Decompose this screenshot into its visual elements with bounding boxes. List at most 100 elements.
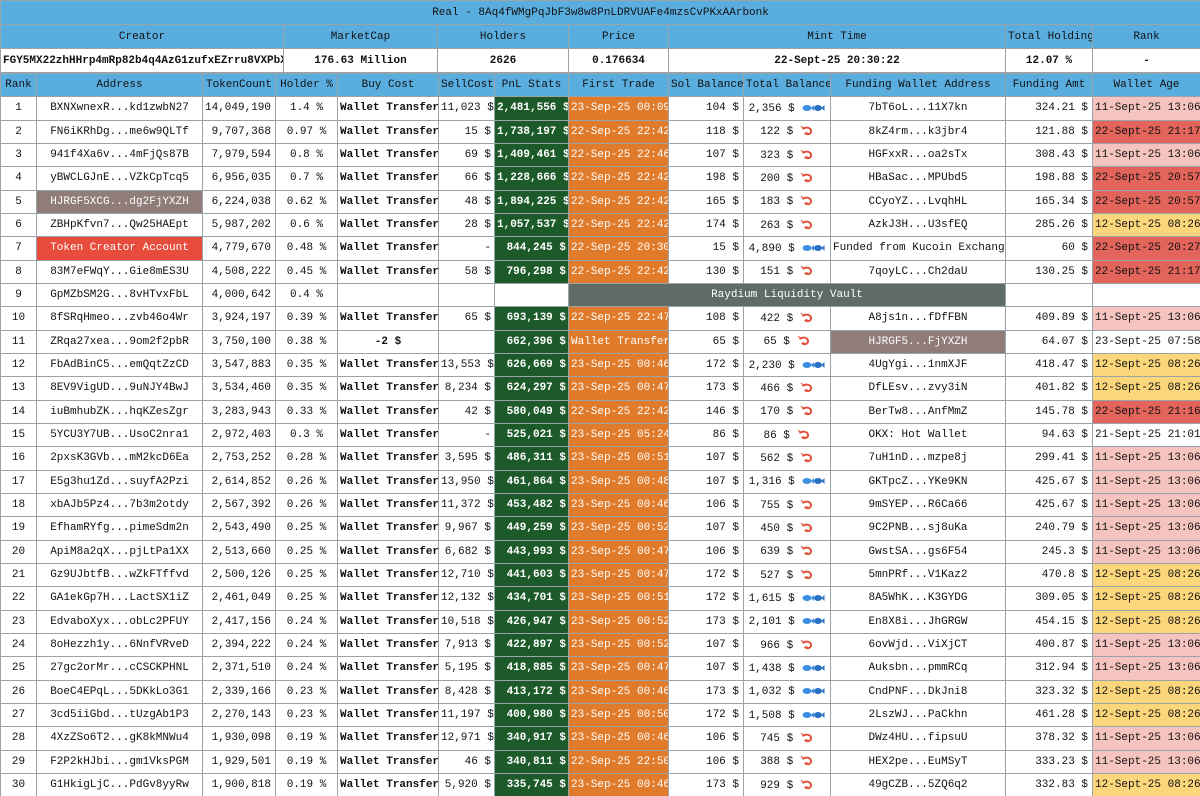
cell-text: 3,595 $ [444,452,491,465]
cell: 4,000,642 [202,282,276,308]
cell-text: 22-Sept-25 21:16 [1095,405,1200,418]
cell: 263 $ [743,212,831,238]
cell-text: 172 $ [705,592,739,605]
column-header: Holder % [275,72,338,98]
cell-text: 23-Sep-25 00:46 [571,779,669,791]
cell: 5,987,202 [202,212,276,238]
cell: 118 $ [668,119,744,144]
cell-text: Wallet Transfer [340,475,439,488]
cell-text: 15 $ [712,242,739,255]
cell-text: 285.26 $ [1035,219,1088,232]
cell: HJRGF5XCG...dg2FjYXZH [36,189,203,214]
cell-text: 422 $ [760,312,794,325]
cell-text: 527 $ [760,569,794,582]
cell-text: 13,553 $ [441,359,494,372]
cell: 8kZ4rm...k3jbr4 [830,119,1006,144]
cell-text: 0.19 % [286,779,327,791]
cell-text: 966 $ [760,639,794,652]
shrimp-icon [793,265,814,278]
cell-text: 3,924,197 [211,312,271,325]
summary-value: 12.07 % [1005,48,1093,73]
cell: 5,920 $ [438,772,495,796]
cell-text: 0.19 % [286,732,327,745]
cell-text: 83M7eFWqY...Gie8mES3U [50,265,189,278]
holder-row: 9 GpMZbSM2G...8vHTvxFbL 4,000,642 0.4 % Rayd… [0,282,1200,308]
cell-text: 1,508 $ [748,709,795,722]
cell-text: 0.39 % [286,312,327,325]
cell: 23-Sep-25 00:09 [568,96,669,121]
cell: Wallet Transfer [337,142,439,168]
cell: 23-Sep-25 00:51 [568,446,669,471]
cell: 639 $ [743,539,831,564]
cell: 23-Sep-25 00:46 [568,679,669,704]
cell: 1,409,461 $ [494,142,569,168]
cell: xbAJb5Pz4...7b3m2otdy [36,492,203,518]
holder-row: 24 8oHezzh1y...6NnfVRveD 2,394,222 0.24 % Wa… [0,632,1200,658]
holder-row: 21 Gz9UJbtfB...wZkFTffvd 2,500,126 0.25 % Wa… [0,562,1200,588]
cell: 22-Sep-25 22:42 [568,189,669,214]
cell-text: 12-Sept-25 08:26 [1095,592,1200,605]
cell: 0.97 % [275,119,338,144]
cell: 0.26 % [275,492,338,518]
cell-text: 11-Sept-25 13:06 [1095,475,1200,488]
cell: 844,245 $ [494,236,569,261]
cell: 425.67 $ [1005,469,1093,494]
cell-text: 1,929,501 [211,755,271,768]
cell-text: 7bT6oL...11X7kn [868,102,968,115]
cell-text: 22-Sept-25 20:57 [1095,195,1200,208]
cell-text: 11,372 $ [441,499,494,512]
cell-text: 562 $ [760,452,794,465]
cell: 12-Sept-25 08:26 [1092,609,1200,634]
holder-row: 22 GA1ekGp7H...LactSX1iZ 2,461,049 0.25 % Wa… [0,586,1200,611]
cell-text: Wallet Transfer [340,429,439,442]
cell-text: A8js1n...fDfFBN [868,312,968,325]
cell-text: 12-Sept-25 08:26 [1095,779,1200,791]
cell: 2,371,510 [202,656,276,681]
cell-text: 5 [15,195,22,208]
cell-text: 11-Sept-25 13:06 [1095,149,1200,162]
cell: 422 $ [743,306,831,331]
cell-text: 422,897 $ [506,639,566,652]
cell-text: 7 [15,242,22,255]
cell-text: 146 $ [705,405,739,418]
cell-text: 639 $ [760,546,794,559]
cell: 0.33 % [275,399,338,424]
cell-text: 122 $ [760,126,794,139]
cell: 0.62 % [275,189,338,214]
cell: 323 $ [743,142,831,168]
cell-text: 11-Sept-25 13:06 [1095,662,1200,675]
cell-text: 23-Sep-25 00:52 [571,639,669,652]
cell: 693,139 $ [494,306,569,331]
cell: GwstSA...gs6F54 [830,539,1006,564]
cell-text: 0.4 % [289,289,323,302]
cell-text: 312.94 $ [1035,662,1088,675]
cell-text: 107 $ [705,475,739,488]
cell: 2,543,490 [202,516,276,541]
cell: 198.88 $ [1005,166,1093,191]
cell-text: 0.8 % [289,149,323,162]
cell: 8EV9VigUD...9uNJY4BwJ [36,376,203,401]
cell-text: 9mSYEP...R6Ca66 [868,499,968,512]
cell: 26 [0,679,37,704]
cell: 172 $ [668,352,744,378]
cell-text: 16 [11,452,26,465]
cell-text: 23-Sep-25 00:51 [571,592,669,605]
cell-text: GA1ekGp7H...LactSX1iZ [50,592,189,605]
cell: 66 $ [438,166,495,191]
cell: 11-Sept-25 13:06 [1092,142,1200,168]
cell: 15 $ [668,236,744,261]
cell: 454.15 $ [1005,609,1093,634]
cell-text: 0.23 % [286,709,327,722]
holder-row: 20 ApiM8a2qX...pjLtPa1XX 2,513,660 0.25 % Wa… [0,539,1200,564]
cell: 755 $ [743,492,831,518]
cell: 13,553 $ [438,352,495,378]
cell: ApiM8a2qX...pjLtPa1XX [36,539,203,564]
cell-text: 3,534,460 [211,382,271,395]
cell-text: 22-Sep-25 22:42 [571,125,669,138]
cell: 1,057,537 $ [494,212,569,238]
cell: 2,417,156 [202,609,276,634]
cell: Wallet Transfer [337,212,439,238]
cell-text: 11,023 $ [441,102,494,115]
cell: Wallet Transfer [337,119,439,144]
